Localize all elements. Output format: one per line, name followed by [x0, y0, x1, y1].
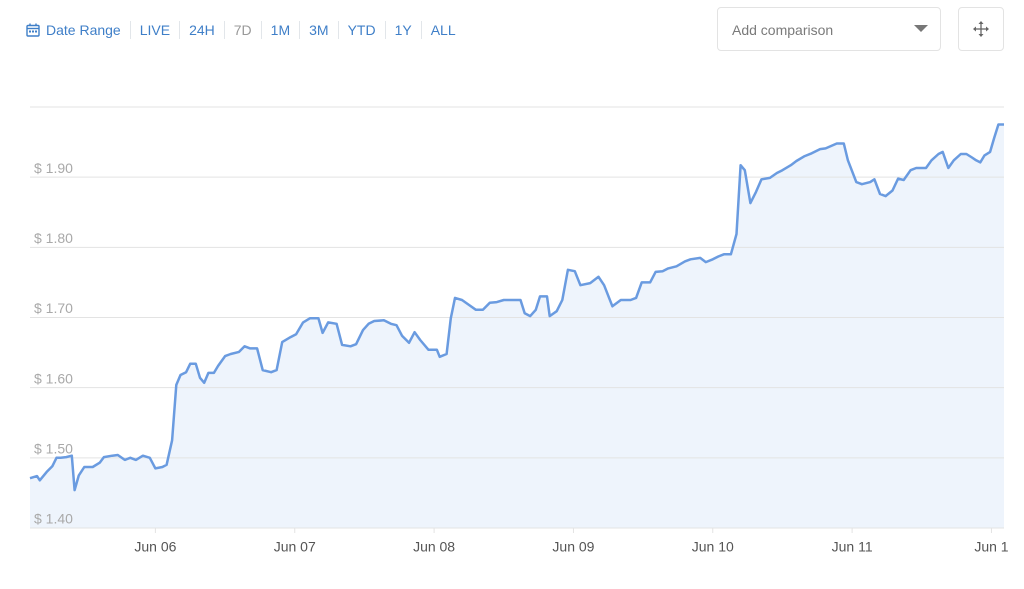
y-tick-label: $ 1.60 — [34, 370, 73, 386]
x-tick-label: Jun 06 — [134, 539, 176, 555]
toolbar: Date Range LIVE 24H 7D 1M 3M YTD 1Y ALL — [26, 18, 465, 42]
range-button[interactable]: 1M — [260, 21, 299, 39]
line — [29, 123, 1004, 492]
y-tick-label: $ 1.80 — [34, 230, 73, 246]
move-icon — [973, 21, 989, 37]
x-tick-label: Jun 08 — [413, 539, 455, 555]
range-button[interactable]: 3M — [299, 21, 337, 39]
x-tick-label: Jun 1 — [974, 539, 1008, 555]
range-button[interactable]: ALL — [420, 21, 465, 39]
range-button[interactable]: 1Y — [384, 21, 421, 39]
move-button[interactable] — [958, 7, 1004, 51]
x-tick-label: Jun 07 — [274, 539, 316, 555]
comparison-dropdown[interactable]: Add comparison — [717, 7, 941, 51]
range-button[interactable]: 7D — [223, 21, 261, 39]
y-tick-label: $ 1.90 — [34, 160, 73, 176]
date-range-label: Date Range — [46, 22, 121, 38]
date-range-button[interactable]: Date Range — [26, 22, 130, 38]
y-tick-label: $ 1.40 — [34, 511, 73, 527]
range-button[interactable]: LIVE — [129, 21, 179, 39]
y-tick-label: $ 1.50 — [34, 441, 73, 457]
range-button[interactable]: YTD — [337, 21, 385, 39]
dropdown-arrow — [914, 25, 928, 32]
x-tick-label: Jun 09 — [552, 539, 594, 555]
x-tick-label: Jun 11 — [832, 539, 873, 555]
comparison-placeholder: Add comparison — [732, 22, 834, 38]
y-tick-label: $ 1.70 — [34, 300, 73, 316]
calendar-icon — [26, 23, 40, 37]
x-tick-label: Jun 10 — [692, 539, 734, 555]
area — [30, 124, 1004, 528]
range-button[interactable]: 24H — [179, 21, 224, 39]
